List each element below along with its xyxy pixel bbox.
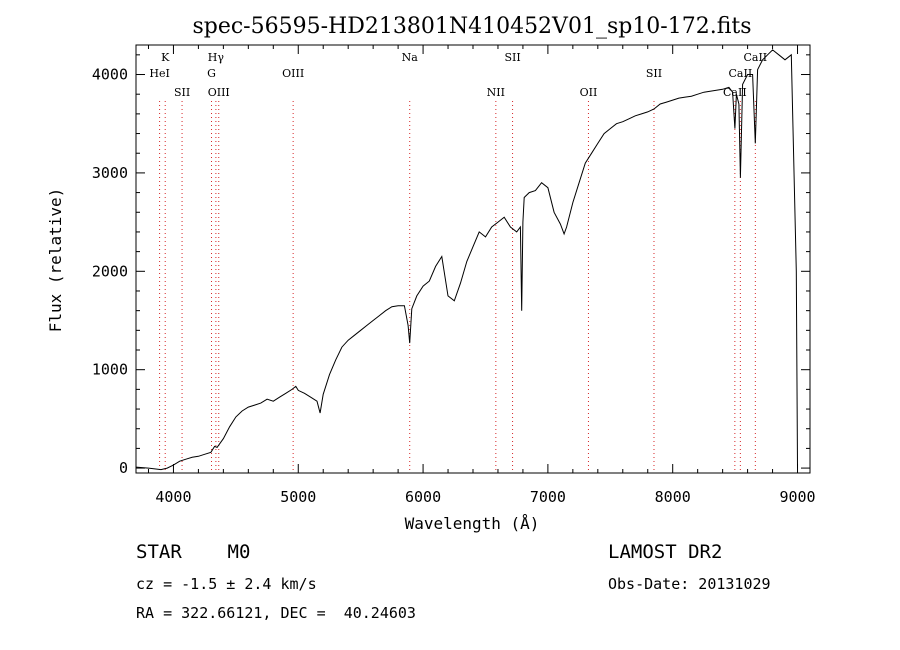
y-tick-label: 4000 xyxy=(92,66,128,84)
spectral-line-label: Hγ xyxy=(208,51,225,64)
spectral-line-label: CaII xyxy=(743,51,767,64)
axis-ticks: 4000 5000 6000 7000 8000 9000 0 1000 2000 3000 400… xyxy=(92,45,816,506)
y-tick-label: 1000 xyxy=(92,361,128,379)
object-class-label: STAR M0 xyxy=(136,541,251,563)
x-axis-label: Wavelength (Å) xyxy=(405,514,540,533)
x-tick-label: 6000 xyxy=(405,488,441,506)
plot-frame xyxy=(135,44,811,474)
spectral-line-label: OII xyxy=(580,86,598,99)
spectral-line-label: HeI xyxy=(149,67,169,80)
spectral-line-markers: K HeI SII Hγ G OIII OIII Na NII SII OII SII CaII CaII… xyxy=(149,51,767,473)
y-tick-label: 2000 xyxy=(92,262,128,280)
y-tick-label: 3000 xyxy=(92,164,128,182)
x-tick-label: 5000 xyxy=(280,488,316,506)
spectral-line-label: SII xyxy=(646,67,662,80)
coordinates-label: RA = 322.66121, DEC = 40.24603 xyxy=(136,604,416,622)
spectral-line-label: SII xyxy=(174,86,190,99)
spectral-line-label: CaII xyxy=(723,86,747,99)
x-tick-label: 7000 xyxy=(530,488,566,506)
chart-title: spec-56595-HD213801N410452V01_sp10-172.f… xyxy=(192,14,751,39)
spectral-line-label: K xyxy=(161,51,170,64)
x-tick-label: 9000 xyxy=(779,488,815,506)
spectral-line-label: Na xyxy=(402,51,419,64)
spectral-line-label: OIII xyxy=(208,86,230,99)
spectral-line-label: OIII xyxy=(282,67,304,80)
x-tick-label: 8000 xyxy=(655,488,691,506)
spectral-line-label: NII xyxy=(487,86,505,99)
redshift-label: cz = -1.5 ± 2.4 km/s xyxy=(136,575,317,593)
obs-date-label: Obs-Date: 20131029 xyxy=(608,575,771,593)
spectral-line-label: G xyxy=(207,67,216,80)
spectral-line-label: CaII xyxy=(729,67,753,80)
x-tick-label: 4000 xyxy=(155,488,191,506)
survey-label: LAMOST DR2 xyxy=(608,541,723,563)
y-tick-label: 0 xyxy=(119,459,128,477)
y-axis-label: Flux (relative) xyxy=(46,188,65,333)
spectral-line-label: SII xyxy=(504,51,520,64)
spectrum-series-line xyxy=(135,49,798,471)
